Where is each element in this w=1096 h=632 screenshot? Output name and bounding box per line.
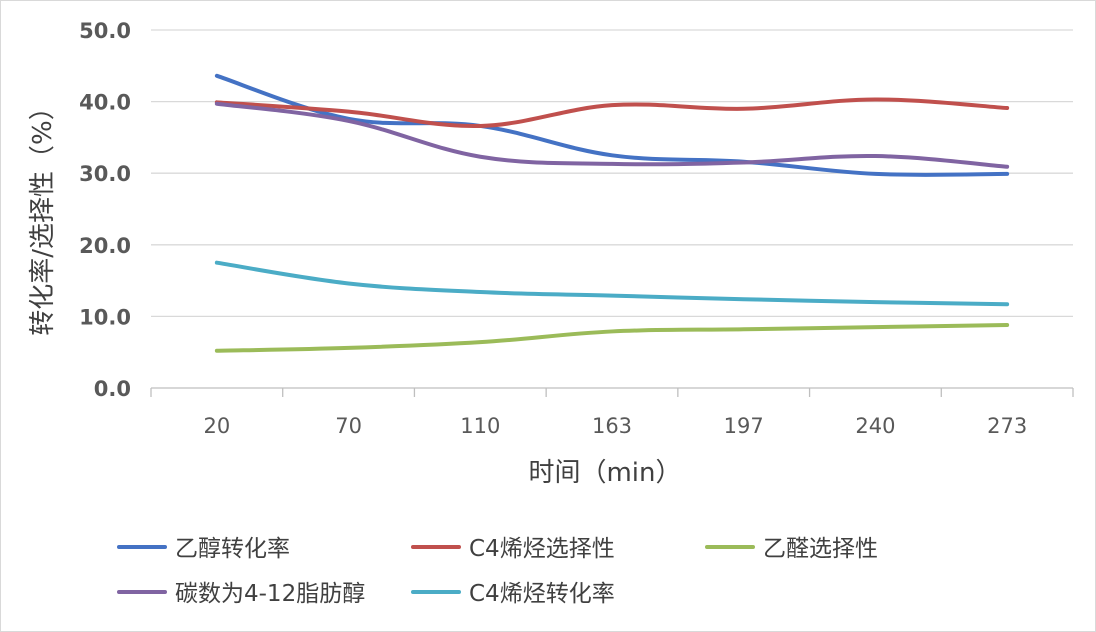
- x-tick-label: 70: [335, 414, 362, 438]
- axis-labels: 转化率/选择性（%） 时间（min）: [28, 94, 682, 488]
- y-axis-title: 转化率/选择性（%）: [28, 94, 58, 335]
- y-tick-label: 20.0: [79, 234, 131, 258]
- series-line-5: [214, 260, 1010, 307]
- x-tick-label: 273: [987, 414, 1027, 438]
- series-line-2: [214, 97, 1010, 128]
- x-tick-label: 20: [203, 414, 230, 438]
- series-line-4: [214, 101, 1010, 169]
- legend-label: C4烯烃转化率: [469, 581, 615, 607]
- y-tick-label: 40.0: [79, 91, 131, 115]
- legend-label: 碳数为4-12脂肪醇: [175, 581, 365, 607]
- axes: 0.0 10.0 20.0 30.0 40.0 50.0 20 70 110 163 197 240 2…: [79, 19, 1074, 438]
- x-tick-label: 240: [855, 414, 895, 438]
- series-line-3: [214, 322, 1010, 353]
- x-axis-title: 时间（min）: [528, 458, 681, 488]
- y-tick-label: 30.0: [79, 162, 131, 186]
- x-tick-label: 197: [724, 414, 764, 438]
- y-tick-label: 10.0: [79, 305, 131, 329]
- x-tick-label: 110: [460, 414, 500, 438]
- legend-label: 乙醇转化率: [175, 536, 290, 562]
- legend-label: C4烯烃选择性: [469, 536, 615, 562]
- legend-label: 乙醛选择性: [763, 536, 878, 562]
- y-tick-label: 0.0: [94, 377, 131, 401]
- x-tick-label: 163: [592, 414, 632, 438]
- series-lines: [214, 73, 1010, 353]
- series-line-1: [214, 73, 1010, 177]
- y-tick-label: 50.0: [79, 19, 131, 43]
